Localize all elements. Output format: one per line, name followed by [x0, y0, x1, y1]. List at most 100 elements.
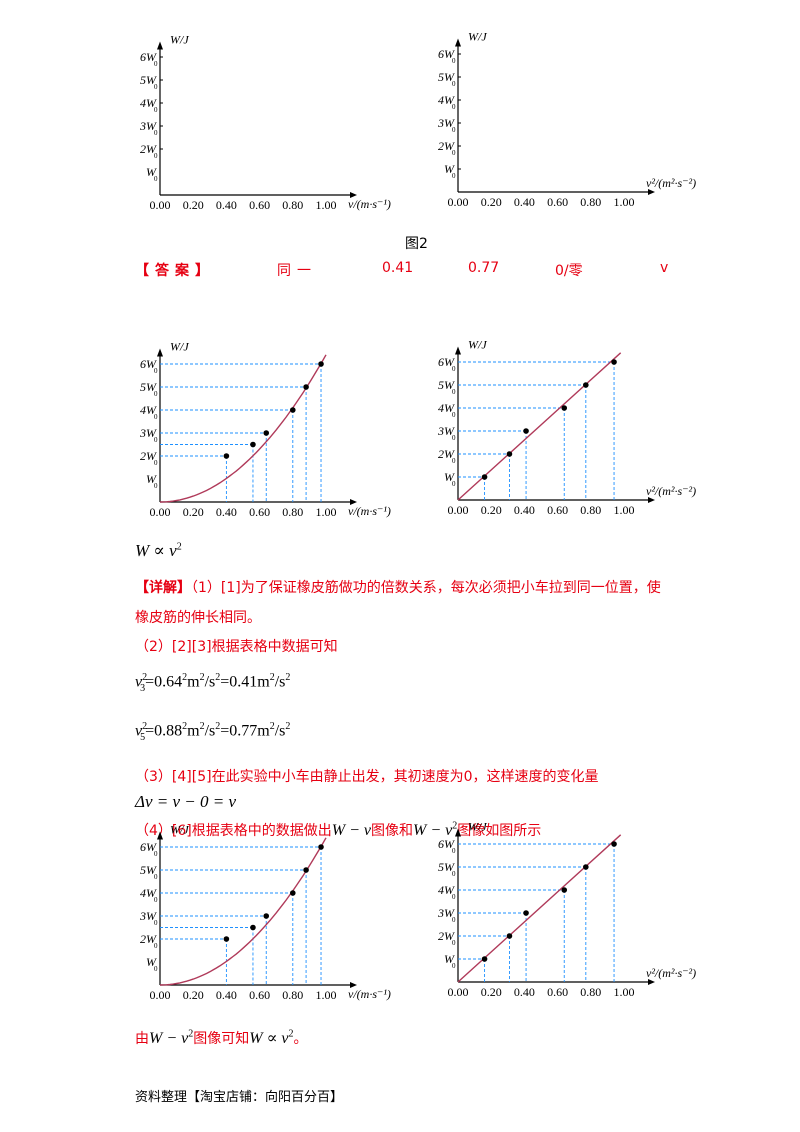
data-point — [250, 924, 256, 931]
y-tick-subscript: 0 — [154, 919, 158, 927]
x-tick-label: 0.80 — [282, 198, 303, 212]
y-tick-label: 2W — [438, 447, 455, 461]
data-point — [290, 890, 296, 896]
data-point — [263, 913, 270, 919]
y-tick-label: 5W — [438, 860, 455, 874]
y-tick-label: 5W — [438, 378, 455, 392]
y-tick-subscript: 0 — [452, 893, 456, 901]
x-tick-label: 1.00 — [316, 198, 337, 212]
x-tick-label: 0.80 — [580, 985, 601, 999]
y-tick-subscript: 0 — [154, 83, 158, 91]
y-tick-label: 2W — [140, 449, 157, 463]
data-point — [481, 956, 488, 962]
data-point — [303, 867, 309, 873]
x-tick-label: 1.00 — [614, 985, 635, 999]
equation-v5: v25=0.882m2/s2=0.77m2/s2 — [135, 721, 291, 743]
y-tick-label: W — [444, 162, 455, 176]
y-tick-subscript: 0 — [452, 434, 456, 442]
x-axis-label: v/(m·s⁻¹) — [348, 197, 391, 211]
y-axis-arrow — [157, 41, 163, 50]
x-tick-label: 1.00 — [614, 195, 635, 209]
y-tick-label: 5W — [438, 70, 455, 84]
y-tick-label: W — [146, 955, 157, 969]
x-tick-label: 0.40 — [514, 195, 535, 209]
x-tick-label: 1.00 — [316, 988, 337, 1002]
x-tick-label: 0.20 — [183, 988, 204, 1002]
y-tick-subscript: 0 — [154, 436, 158, 444]
y-tick-subscript: 0 — [452, 916, 456, 924]
y-tick-subscript: 0 — [452, 388, 456, 396]
x-axis-label: v²/(m²·s⁻²) — [646, 484, 696, 498]
y-tick-subscript: 0 — [154, 367, 158, 375]
y-tick-label: 6W — [140, 357, 157, 371]
x-tick-label: 0.20 — [481, 985, 502, 999]
y-tick-subscript: 0 — [154, 390, 158, 398]
answer-item-4: 0/零 — [555, 263, 583, 279]
y-tick-subscript: 0 — [154, 152, 158, 160]
data-point — [223, 936, 230, 942]
y-tick-label: W — [146, 472, 157, 486]
proportional-relation: W ∝ v2 — [135, 541, 182, 560]
y-tick-label: 2W — [438, 929, 455, 943]
fit-curve — [159, 354, 327, 503]
x-axis-arrow — [648, 189, 655, 195]
y-tick-subscript: 0 — [452, 80, 456, 88]
x-tick-label: 0.00 — [448, 985, 469, 999]
y-tick-subscript: 0 — [452, 939, 456, 947]
y-axis-arrow — [455, 346, 461, 355]
data-point — [318, 361, 324, 367]
footer-note: 资料整理【淘宝店铺：向阳百分百】 — [135, 1090, 344, 1105]
y-tick-subscript: 0 — [154, 459, 158, 467]
x-tick-label: 0.80 — [580, 195, 601, 209]
y-axis-arrow — [455, 38, 461, 47]
y-tick-subscript: 0 — [154, 60, 158, 68]
data-point — [611, 841, 617, 847]
y-tick-label: 5W — [140, 380, 157, 394]
y-tick-label: 3W — [437, 116, 455, 130]
x-tick-label: 0.80 — [580, 503, 601, 517]
y-tick-label: 6W — [140, 840, 157, 854]
x-tick-label: 0.40 — [514, 503, 535, 517]
equation-delta-v: Δv = v − 0 = v — [135, 792, 237, 811]
x-tick-label: 0.80 — [282, 988, 303, 1002]
x-tick-label: 0.60 — [547, 195, 568, 209]
y-axis-label: W/J — [468, 338, 487, 352]
y-tick-label: W — [146, 165, 157, 179]
fit-curve — [159, 837, 327, 986]
x-axis-arrow — [648, 497, 655, 503]
y-tick-subscript: 0 — [154, 413, 158, 421]
x-tick-label: 1.00 — [614, 503, 635, 517]
y-tick-label: 4W — [140, 886, 157, 900]
x-tick-label: 0.40 — [216, 988, 237, 1002]
x-tick-label: 0.40 — [216, 198, 237, 212]
y-tick-label: 2W — [438, 139, 455, 153]
x-tick-label: 0.60 — [547, 503, 568, 517]
y-tick-subscript: 0 — [154, 942, 158, 950]
y-tick-subscript: 0 — [452, 103, 456, 111]
y-tick-label: W — [444, 952, 455, 966]
x-axis-arrow — [350, 499, 357, 505]
y-tick-subscript: 0 — [452, 365, 456, 373]
x-tick-label: 0.60 — [249, 988, 270, 1002]
y-tick-subscript: 0 — [452, 57, 456, 65]
y-axis-label: W/J — [170, 823, 189, 837]
data-point — [506, 451, 513, 457]
x-axis-label: v²/(m²·s⁻²) — [646, 176, 696, 190]
final-conclusion: 由W − v2图像可知W ∝ v2。 — [135, 1028, 308, 1047]
y-tick-label: 4W — [140, 96, 157, 110]
data-point — [561, 405, 568, 411]
y-axis-arrow — [455, 828, 461, 837]
x-tick-label: 0.60 — [249, 198, 270, 212]
explanation-p1-text: （1）[1]为了保证橡皮筋做功的倍数关系，每次必须把小车拉到同一位置，使 — [191, 580, 661, 596]
x-tick-label: 0.00 — [448, 195, 469, 209]
x-tick-label: 0.60 — [547, 985, 568, 999]
y-tick-subscript: 0 — [452, 172, 456, 180]
y-tick-label: 2W — [140, 932, 157, 946]
x-axis-arrow — [648, 979, 655, 985]
y-tick-label: 6W — [438, 355, 455, 369]
data-point — [523, 910, 529, 916]
